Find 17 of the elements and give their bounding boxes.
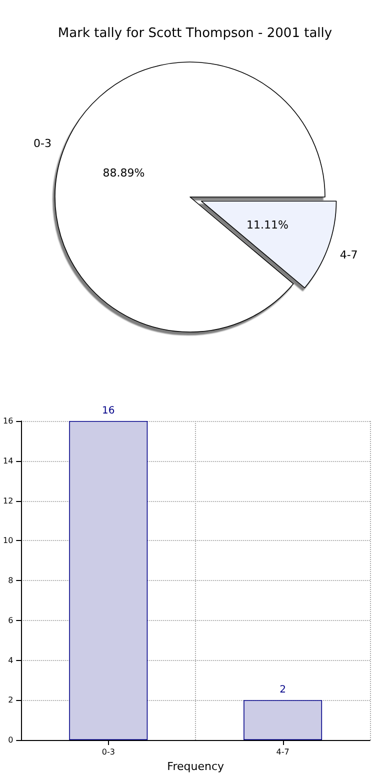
- y-tick-label: 16: [2, 416, 14, 426]
- data-label: 16: [102, 406, 115, 416]
- chart-title: Mark tally for Scott Thompson - 2001 tally: [58, 26, 332, 41]
- data-label: 11.11%: [246, 218, 288, 232]
- slice-label: 4-7: [340, 248, 358, 262]
- y-tick-label: 8: [8, 576, 14, 585]
- y-tick-label: 2: [8, 696, 14, 705]
- data-label: 88.89%: [102, 166, 145, 180]
- y-tick-label: 10: [2, 536, 14, 546]
- y-tick-label: 6: [8, 616, 14, 625]
- x-axis-title: Frequency: [167, 760, 224, 773]
- data-label: 2: [280, 684, 286, 696]
- y-tick-label: 14: [2, 456, 14, 466]
- y-tick-label: 0: [8, 736, 14, 744]
- slice-label: 0-3: [33, 136, 52, 150]
- y-tick-label: 12: [2, 496, 14, 506]
- y-tick-label: 4: [8, 656, 14, 665]
